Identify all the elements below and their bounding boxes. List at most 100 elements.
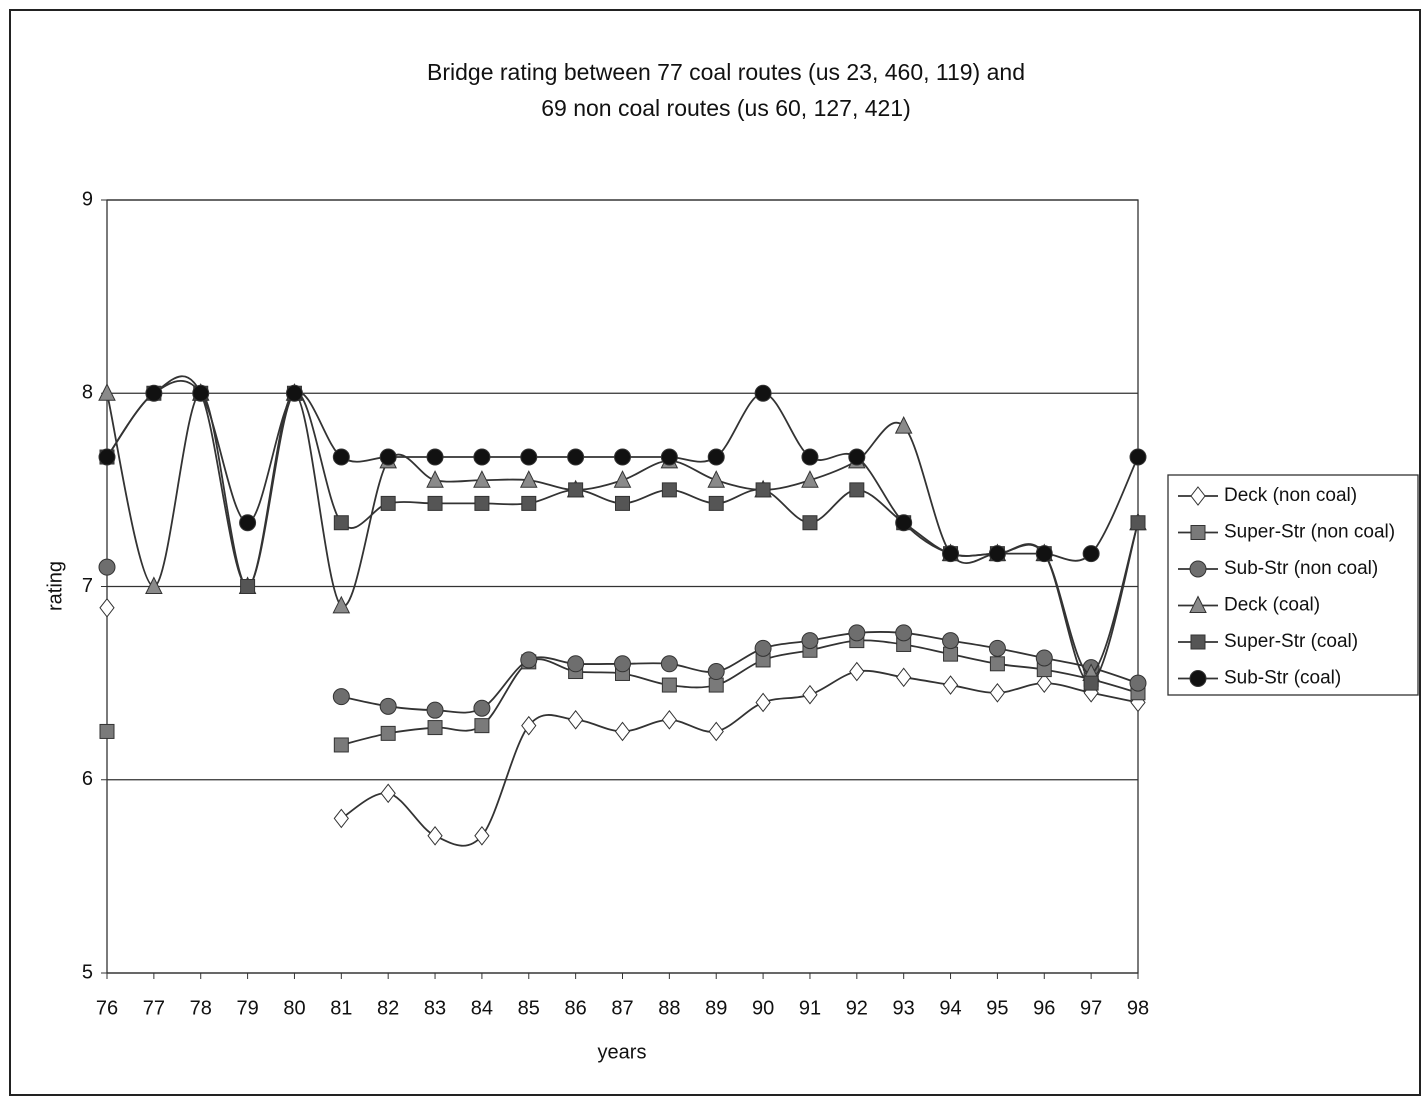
data-point [332,688,350,706]
data-point [474,825,490,846]
data-point [942,545,960,563]
x-tick-label: 77 [143,997,165,1019]
x-tick-label: 94 [939,997,961,1019]
data-point [427,720,443,736]
data-point [426,701,444,719]
data-point [848,624,866,642]
data-point [192,384,210,402]
x-tick-label: 92 [846,997,868,1019]
legend-label: Deck (non coal) [1224,485,1357,506]
y-tick-label: 8 [82,382,93,404]
y-axis-label: rating [44,561,66,611]
legend-box [1167,474,1419,696]
data-point [567,448,585,466]
x-tick-label: 93 [893,997,915,1019]
data-point [1036,673,1052,693]
data-point [707,663,725,681]
legend-marker [1190,486,1206,506]
data-point [942,632,960,650]
data-point [1130,515,1146,531]
legend-marker [1189,595,1207,613]
y-tick-label: 5 [82,961,93,983]
data-point [379,697,397,715]
data-point [754,384,772,402]
data-point [942,675,959,695]
chart-title: Bridge rating between 77 coal routes (us… [427,59,1025,85]
data-point [614,448,631,466]
data-point [240,579,256,594]
y-tick-label: 9 [82,188,93,210]
x-axis-label: years [598,1041,647,1063]
data-point [567,655,585,673]
data-point [98,383,116,401]
data-point [473,470,491,488]
x-tick-label: 87 [611,997,633,1019]
legend-label: Sub-Str (coal) [1224,668,1341,689]
data-point [802,684,818,705]
x-tick-label: 83 [424,997,446,1019]
data-point [943,646,959,662]
data-point [379,448,397,466]
data-point [989,682,1006,703]
legend-label: Super-Str (non coal) [1224,522,1395,543]
data-point [1129,448,1147,466]
data-point [660,655,678,673]
legend-label: Deck (coal) [1224,595,1320,616]
legend-marker [1189,670,1207,687]
data-point [755,692,771,713]
data-point [1129,674,1147,692]
data-point [988,545,1006,563]
x-tick-label: 81 [330,997,352,1019]
data-point [380,725,396,741]
data-point [473,699,491,717]
legend-marker [1190,525,1206,540]
data-point [99,723,115,739]
data-point [568,710,584,730]
legend-label: Sub-Str (non coal) [1224,558,1378,579]
data-point [520,651,538,669]
data-point [380,783,396,804]
x-tick-label: 86 [565,997,587,1019]
data-point [473,448,491,466]
data-point [661,482,677,498]
data-point [333,808,349,829]
x-tick-label: 85 [518,997,540,1019]
x-tick-label: 91 [799,997,821,1019]
data-point [661,677,677,693]
data-point [707,448,725,466]
data-point [896,667,912,688]
legend-marker [1190,634,1206,650]
data-point [333,515,349,531]
data-point [755,482,771,498]
data-point [1035,649,1053,667]
data-point [145,384,163,402]
data-point [98,558,116,576]
x-tick-label: 89 [705,997,727,1019]
data-point [801,632,819,650]
data-point [99,597,115,618]
data-point [474,495,490,511]
data-point [332,448,350,466]
x-tick-label: 84 [471,997,493,1019]
data-point [895,514,913,532]
data-point [848,448,866,466]
series-line [106,392,1139,675]
data-point [145,576,163,594]
data-point [333,737,349,753]
data-point [615,495,630,511]
data-point [801,470,819,488]
data-point [614,721,631,742]
x-tick-label: 80 [283,997,305,1019]
x-tick-label: 97 [1080,997,1102,1019]
legend-label: Super-Str (coal) [1224,631,1358,652]
data-point [661,710,677,730]
data-point [660,448,678,466]
data-point [474,718,490,734]
data-point [708,495,724,511]
data-point [427,825,443,846]
data-point [708,677,724,693]
data-point [802,515,818,531]
data-point [98,448,116,466]
data-point [1035,545,1053,563]
